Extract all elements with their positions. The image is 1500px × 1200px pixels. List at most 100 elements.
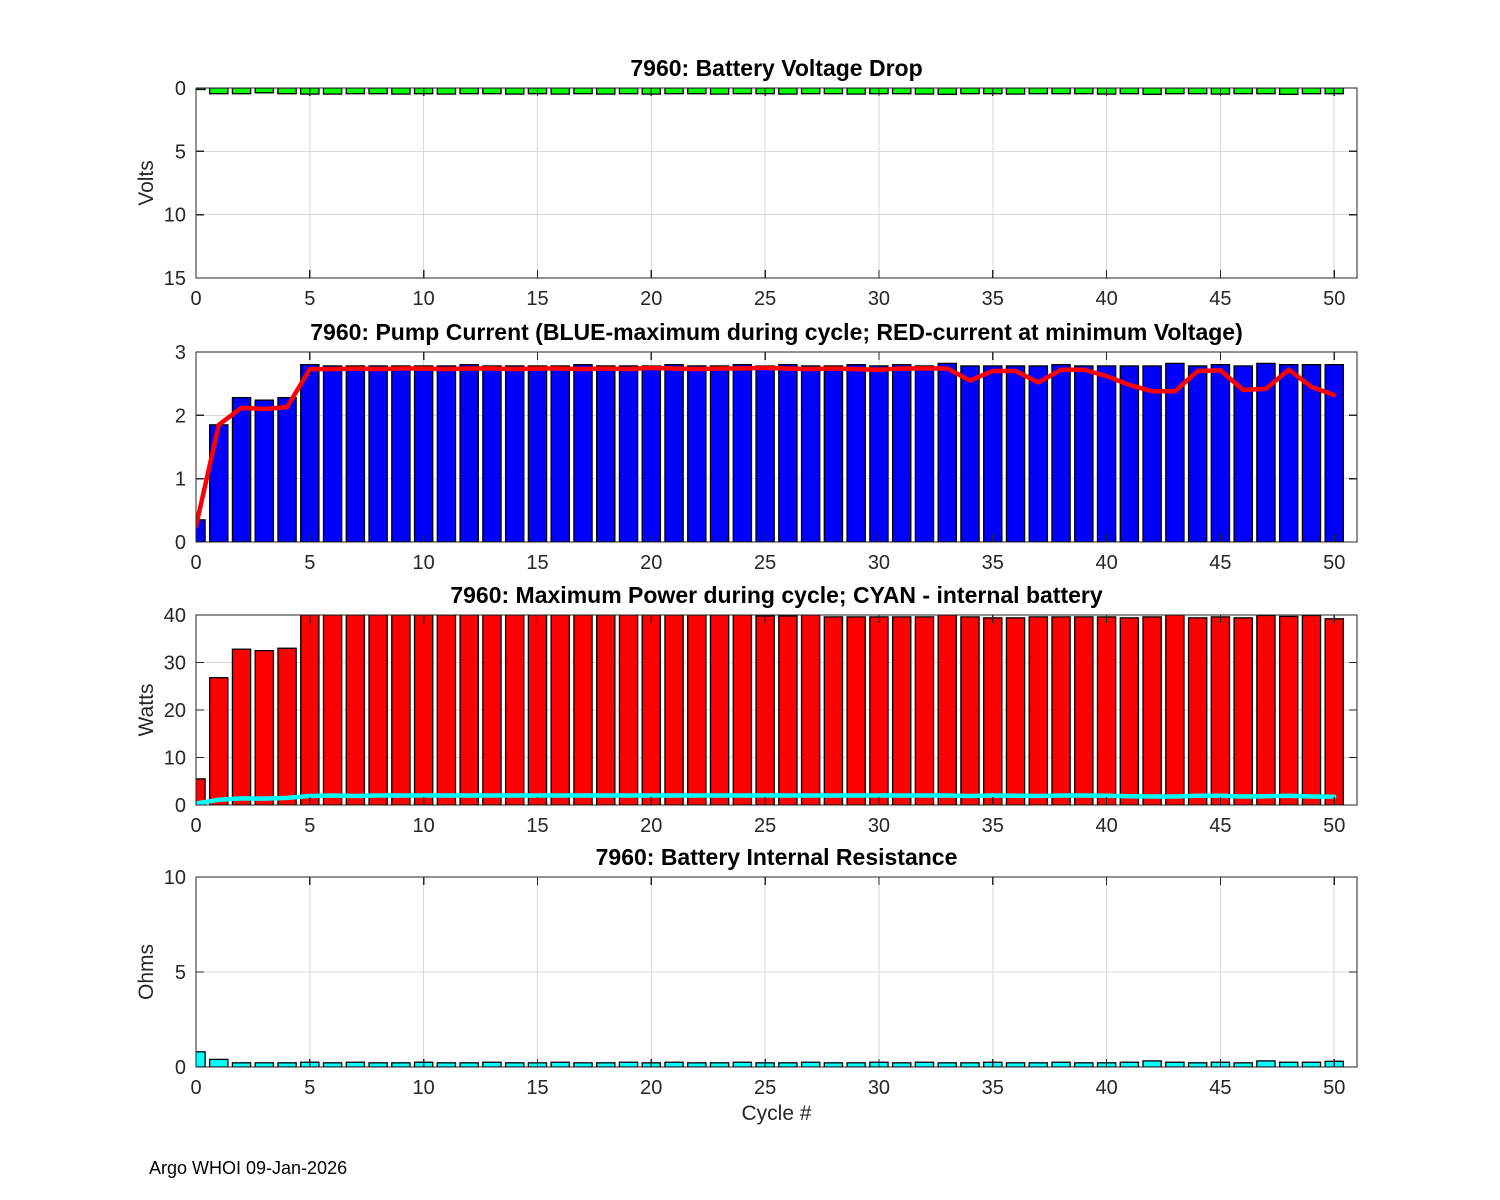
y-tick-label: 5 bbox=[175, 962, 186, 984]
bar bbox=[800, 615, 821, 805]
subplot-4: 0 5 10 15 20 25 30 35 40 45 50 0 5 10 bbox=[164, 867, 1358, 1099]
x-axis-label: Cycle # bbox=[741, 1102, 812, 1125]
bar bbox=[596, 365, 616, 542]
bar bbox=[322, 615, 343, 805]
bar bbox=[1051, 364, 1071, 542]
bar bbox=[504, 88, 525, 95]
bar bbox=[709, 615, 730, 805]
bar bbox=[1096, 365, 1117, 542]
x-tick-label: 35 bbox=[982, 1077, 1004, 1099]
bar bbox=[413, 365, 434, 542]
y-tick-label: 0 bbox=[175, 1057, 186, 1079]
bar bbox=[732, 615, 753, 805]
bar bbox=[1278, 1061, 1299, 1067]
bar bbox=[231, 88, 252, 95]
bar bbox=[1210, 616, 1231, 805]
bar bbox=[504, 365, 525, 542]
subplot1-title: 7960: Battery Voltage Drop bbox=[630, 55, 923, 81]
bar bbox=[1142, 1060, 1162, 1067]
bar bbox=[1301, 615, 1322, 805]
bar bbox=[231, 648, 252, 805]
bar bbox=[869, 616, 889, 805]
bar bbox=[482, 88, 502, 95]
subplot1-ylabel: Volts bbox=[135, 160, 158, 206]
bar bbox=[1278, 88, 1299, 95]
x-tick-label: 45 bbox=[1209, 1077, 1231, 1099]
bar bbox=[641, 615, 662, 805]
line-series bbox=[196, 793, 1337, 805]
bar bbox=[459, 615, 479, 805]
bar bbox=[254, 88, 275, 94]
y-tick-label: 15 bbox=[164, 268, 186, 290]
x-tick-label: 40 bbox=[1095, 1077, 1117, 1099]
bar bbox=[891, 616, 912, 805]
tick-marks bbox=[195, 614, 1357, 806]
bar bbox=[937, 88, 957, 95]
bar bbox=[573, 615, 593, 805]
bar bbox=[709, 88, 730, 95]
bar bbox=[800, 365, 821, 542]
bar bbox=[391, 615, 411, 805]
x-tick-label: 10 bbox=[413, 552, 435, 574]
y-tick-label: 20 bbox=[164, 700, 186, 722]
y-tick-label: 3 bbox=[175, 342, 186, 364]
bar bbox=[823, 88, 844, 95]
bar bbox=[1256, 362, 1276, 542]
y-tick-label: 40 bbox=[164, 605, 186, 627]
bar bbox=[960, 365, 980, 542]
bar bbox=[1256, 1060, 1276, 1067]
y-tick-label: 5 bbox=[175, 141, 186, 163]
x-tick-label: 45 bbox=[1209, 552, 1231, 574]
bar bbox=[732, 88, 753, 95]
bar bbox=[618, 1061, 639, 1067]
bar bbox=[891, 364, 912, 542]
bar bbox=[345, 615, 366, 805]
bar bbox=[687, 88, 707, 95]
bar bbox=[413, 615, 434, 805]
x-tick-label: 0 bbox=[190, 552, 201, 574]
bar bbox=[436, 615, 457, 805]
x-tick-label: 5 bbox=[304, 288, 315, 310]
x-tick-label: 20 bbox=[640, 552, 662, 574]
bar bbox=[846, 364, 866, 542]
bar bbox=[1096, 616, 1117, 805]
bar bbox=[1233, 365, 1253, 542]
bar bbox=[1051, 616, 1071, 805]
x-tick-label: 30 bbox=[868, 552, 890, 574]
bar bbox=[209, 424, 229, 542]
bar bbox=[573, 88, 593, 95]
y-tick-label: 0 bbox=[175, 78, 186, 100]
x-tick-label: 50 bbox=[1323, 1077, 1345, 1099]
x-tick-label: 45 bbox=[1209, 288, 1231, 310]
bar bbox=[322, 88, 343, 95]
bar bbox=[1256, 88, 1276, 95]
bar bbox=[1256, 615, 1276, 805]
subplot-1: 0 5 10 15 20 25 30 35 40 45 50 0 5 10 15 bbox=[164, 78, 1358, 310]
subplot3-title: 7960: Maximum Power during cycle; CYAN -… bbox=[450, 582, 1103, 608]
bar bbox=[846, 616, 866, 805]
y-tick-label: 2 bbox=[175, 405, 186, 427]
bar bbox=[1324, 618, 1344, 805]
bar bbox=[1301, 88, 1322, 95]
x-tick-label: 45 bbox=[1209, 815, 1231, 837]
bar bbox=[960, 88, 980, 95]
bar bbox=[1278, 615, 1299, 805]
bar bbox=[846, 88, 866, 95]
bar bbox=[664, 88, 684, 95]
x-tick-label: 10 bbox=[413, 288, 435, 310]
bar bbox=[527, 615, 548, 805]
bar bbox=[368, 615, 388, 805]
bar bbox=[209, 1058, 229, 1067]
bar bbox=[1074, 88, 1094, 95]
bar bbox=[300, 364, 320, 542]
bar bbox=[1301, 1061, 1322, 1067]
y-tick-label: 1 bbox=[175, 469, 186, 491]
bar bbox=[391, 365, 411, 542]
tick-marks bbox=[195, 351, 1357, 543]
bar bbox=[664, 364, 684, 542]
bar bbox=[1165, 362, 1185, 542]
x-tick-label: 10 bbox=[413, 815, 435, 837]
bar bbox=[345, 88, 366, 95]
bar bbox=[277, 647, 297, 805]
bar bbox=[1187, 365, 1208, 542]
